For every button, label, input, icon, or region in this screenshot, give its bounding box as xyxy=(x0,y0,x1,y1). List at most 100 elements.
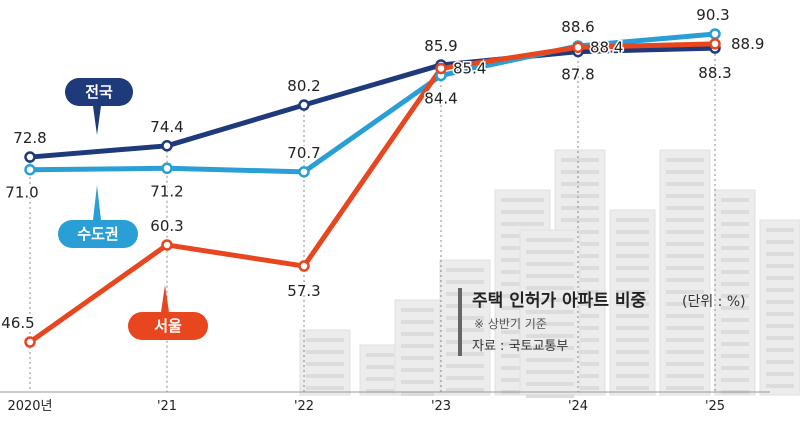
building-window xyxy=(306,338,344,342)
building-window xyxy=(446,352,484,356)
chart-caption: 주택 인허가 아파트 비중 (단위 : %) ※ 상반기 기준 자료 : 국토교… xyxy=(458,288,746,356)
x-tick-label: '25 xyxy=(705,399,725,414)
building-window xyxy=(666,242,704,246)
building-window xyxy=(616,314,649,318)
building-window xyxy=(526,370,574,374)
data-label: 71.0 xyxy=(5,184,38,202)
building-window xyxy=(766,372,794,376)
building-window xyxy=(616,218,649,222)
data-point xyxy=(24,163,36,176)
building-shape xyxy=(659,149,711,396)
data-point xyxy=(298,166,310,178)
building-window xyxy=(666,158,704,162)
building-window xyxy=(526,238,574,242)
building-window xyxy=(616,290,649,294)
building-window xyxy=(666,302,704,306)
data-label: 57.3 xyxy=(287,282,320,300)
building-window xyxy=(666,278,704,282)
building-window xyxy=(401,320,434,324)
building-window xyxy=(666,254,704,258)
data-label: 72.8 xyxy=(13,129,46,147)
building-window xyxy=(446,388,484,392)
building-window xyxy=(666,218,704,222)
data-label: 71.2 xyxy=(150,182,183,200)
building-window xyxy=(526,250,574,254)
building-window xyxy=(526,382,574,386)
building-window xyxy=(526,358,574,362)
data-point xyxy=(572,41,584,54)
building-window xyxy=(721,354,749,358)
building-window xyxy=(721,330,749,334)
chart-title: 주택 인허가 아파트 비중 xyxy=(472,291,647,311)
data-point xyxy=(161,162,173,175)
building-window xyxy=(616,242,649,246)
building-window xyxy=(721,270,749,274)
building-window xyxy=(561,170,599,174)
building-window xyxy=(721,342,749,346)
building-window xyxy=(501,222,544,226)
data-label: 85.4 xyxy=(453,59,486,77)
building-window xyxy=(721,258,749,262)
building-window xyxy=(446,268,484,272)
data-point xyxy=(24,151,36,163)
building-window xyxy=(526,310,574,314)
building-window xyxy=(666,338,704,342)
building-window xyxy=(561,194,599,198)
data-point xyxy=(709,28,721,40)
building-window xyxy=(401,380,434,384)
building-window xyxy=(666,386,704,390)
building-window xyxy=(561,206,599,210)
building-window xyxy=(526,334,574,338)
building-window xyxy=(616,230,649,234)
building-window xyxy=(616,302,649,306)
building-window xyxy=(766,288,794,292)
building-window xyxy=(766,300,794,304)
building-window xyxy=(666,182,704,186)
building-window xyxy=(526,298,574,302)
building-window xyxy=(306,362,344,366)
building-window xyxy=(666,170,704,174)
chart-unit: (단위 : %) xyxy=(682,294,746,310)
data-point xyxy=(709,38,721,50)
building-window xyxy=(561,218,599,222)
building-window xyxy=(526,262,574,266)
building-window xyxy=(366,389,394,393)
building-window xyxy=(721,294,749,298)
building-window xyxy=(306,350,344,354)
building-window xyxy=(616,338,649,342)
building-window xyxy=(401,308,434,312)
building-shape xyxy=(714,189,756,396)
building-background xyxy=(299,149,800,398)
value-labels: 72.8 74.4 80.2 85.9 87.8 88.3 71.0 71.2 70.7 84.4… xyxy=(0,5,766,334)
building-window xyxy=(721,210,749,214)
data-label: 85.9 xyxy=(424,37,457,55)
building-window xyxy=(766,312,794,316)
building-window xyxy=(721,222,749,226)
series-name: 전국 xyxy=(85,83,113,101)
data-label: 80.2 xyxy=(287,77,320,95)
building-window xyxy=(501,198,544,202)
building-window xyxy=(666,290,704,294)
building-window xyxy=(666,350,704,354)
building-window xyxy=(446,376,484,380)
data-point xyxy=(298,260,310,272)
building-window xyxy=(666,206,704,210)
building-window xyxy=(526,346,574,350)
data-label: 88.6 xyxy=(561,18,594,36)
building-shape xyxy=(759,219,800,396)
building-shape xyxy=(359,344,401,396)
building-window xyxy=(366,353,394,357)
building-window xyxy=(666,314,704,318)
building-window xyxy=(446,304,484,308)
x-tick-label: 2020년 xyxy=(7,399,52,414)
data-label: 84.4 xyxy=(424,89,457,107)
building-window xyxy=(721,366,749,370)
building-window xyxy=(766,228,794,232)
data-label: 87.8 xyxy=(561,66,594,84)
building-window xyxy=(446,280,484,284)
building-window xyxy=(616,350,649,354)
building-window xyxy=(616,386,649,390)
building-window xyxy=(366,365,394,369)
building-window xyxy=(721,246,749,250)
